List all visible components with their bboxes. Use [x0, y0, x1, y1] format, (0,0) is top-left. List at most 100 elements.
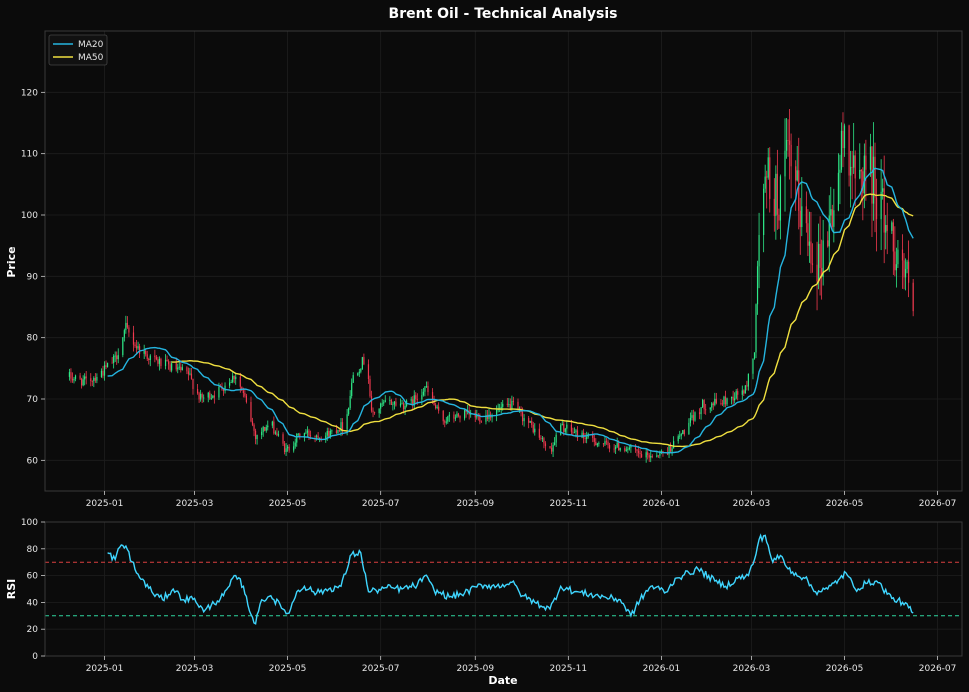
candle-body — [390, 399, 392, 406]
candle-body — [872, 156, 875, 204]
candle-body — [74, 375, 77, 379]
candle-body — [239, 376, 241, 387]
candle-body — [256, 435, 258, 440]
candle-body — [384, 400, 386, 403]
candle-body — [264, 426, 266, 431]
candle-body — [122, 337, 124, 356]
candle-body — [630, 445, 632, 448]
rsi-y-tick-label: 0 — [32, 652, 38, 662]
candle-body — [859, 169, 861, 179]
candle-body — [341, 422, 344, 430]
candle-body — [485, 415, 487, 422]
candle-body — [912, 282, 914, 312]
candle-body — [283, 443, 286, 453]
candle-body — [895, 264, 897, 271]
candle-body — [819, 243, 821, 268]
legend-ma20-label: MA20 — [78, 40, 104, 50]
candle-body — [242, 390, 244, 394]
candle-body — [576, 430, 579, 438]
candle-body — [702, 400, 704, 408]
candle-body — [245, 395, 248, 402]
candle-body — [267, 425, 269, 428]
candle-body — [189, 373, 191, 375]
candle-body — [602, 443, 605, 445]
candle-body — [329, 430, 331, 437]
candle-body — [743, 390, 745, 394]
candle-body — [448, 414, 450, 417]
candle-body — [94, 377, 96, 381]
candle-body — [413, 395, 415, 406]
candle-body — [79, 375, 81, 379]
price-x-tick-label: 2025-03 — [176, 499, 214, 509]
candle-body — [673, 441, 675, 449]
candle-body — [134, 344, 136, 347]
candle-body — [712, 403, 714, 406]
candle-body — [338, 429, 341, 432]
candle-body — [363, 357, 365, 365]
candle-body — [842, 130, 844, 149]
candle-body — [596, 443, 598, 446]
candle-body — [531, 420, 533, 425]
candle-body — [874, 156, 876, 198]
candle-body — [721, 403, 724, 405]
candle-body — [613, 448, 615, 450]
candle-body — [218, 386, 220, 398]
price-x-tick-label: 2025-11 — [550, 499, 588, 509]
candle-body — [479, 415, 481, 422]
candle-body — [111, 362, 113, 364]
candle-body — [688, 422, 690, 435]
candle-body — [361, 357, 363, 369]
candle-body — [287, 446, 289, 449]
candle-body — [659, 451, 661, 456]
candle-body — [616, 442, 618, 447]
rsi-x-tick-label: 2025-07 — [362, 664, 400, 674]
candle-body — [564, 428, 566, 432]
price-y-tick-label: 60 — [27, 456, 39, 466]
rsi-x-tick-label: 2025-09 — [456, 664, 494, 674]
candle-body — [209, 392, 211, 399]
candle-body — [656, 455, 658, 457]
candle-body — [169, 364, 171, 371]
candle-body — [763, 188, 765, 235]
candle-body — [657, 455, 659, 457]
candle-body — [395, 401, 397, 406]
price-grid — [45, 31, 962, 491]
candle-body — [604, 441, 606, 445]
candle-body — [595, 441, 597, 446]
candle-body — [436, 406, 438, 409]
candle-body — [102, 370, 104, 376]
rsi-y-axis-title: RSI — [5, 579, 18, 600]
candle-body — [210, 398, 212, 400]
candle-body — [85, 376, 87, 379]
candle-body — [883, 188, 885, 233]
candle-body — [497, 409, 499, 411]
candle-body — [145, 350, 147, 355]
rsi-plot-frame — [44, 521, 963, 657]
candle-body — [810, 241, 812, 264]
candle-body — [735, 391, 737, 399]
candle-body — [744, 385, 746, 394]
candle-body — [544, 443, 547, 447]
candle-body — [906, 261, 908, 270]
candle-body — [647, 452, 649, 456]
candle-body — [851, 166, 853, 168]
candle-body — [904, 269, 907, 278]
candle-body — [581, 432, 583, 438]
candle-body — [273, 421, 275, 434]
rsi-y-tick-label: 100 — [21, 518, 38, 528]
candle-body — [698, 412, 701, 415]
candle-body — [711, 403, 713, 408]
candle-body — [453, 414, 455, 419]
candle-body — [538, 428, 540, 438]
candle-body — [201, 393, 203, 398]
candle-body — [288, 446, 290, 451]
candle-body — [230, 382, 232, 384]
candle-body — [326, 431, 328, 436]
candle-body — [734, 398, 736, 401]
candle-body — [508, 404, 510, 405]
price-y-tick-label: 100 — [21, 211, 38, 221]
candle-body — [113, 355, 115, 363]
candle-body — [348, 407, 350, 415]
candle-body — [331, 430, 333, 432]
price-y-axis-title: Price — [5, 246, 18, 277]
